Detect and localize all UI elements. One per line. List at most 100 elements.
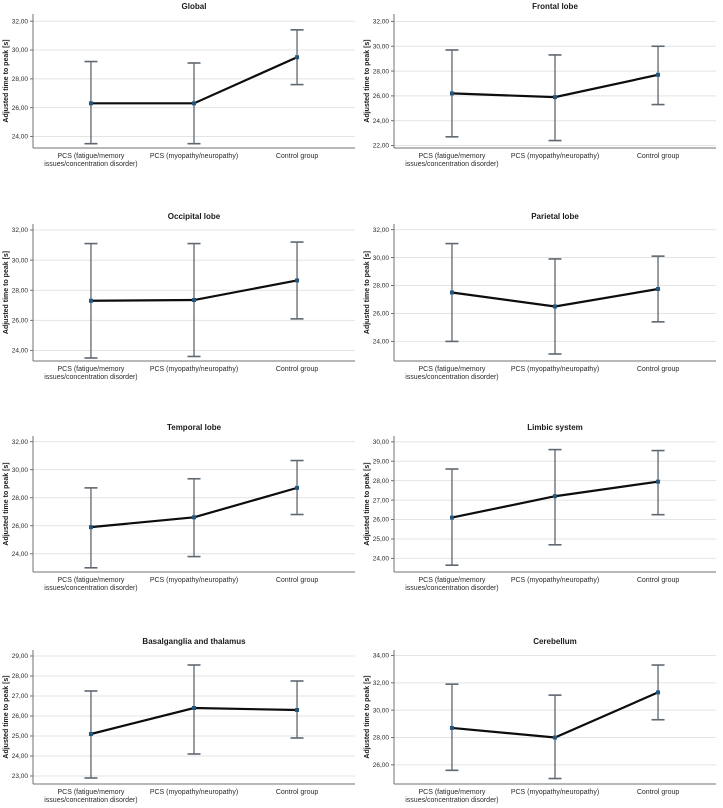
y-tick-label: 25,00 bbox=[373, 536, 390, 543]
chart-panel-frontal-lobe: 22,00 24,00 26,00 28,00 30,00 32,00 Frontal lo… bbox=[361, 0, 723, 200]
data-point-marker bbox=[656, 479, 661, 484]
y-tick-label: 30,00 bbox=[12, 47, 29, 54]
y-tick-label: 22,00 bbox=[373, 143, 390, 150]
data-point-marker bbox=[88, 298, 93, 303]
y-tick-label: 26,00 bbox=[12, 523, 29, 530]
x-tick-label: PCS (myopathy/neuropathy) bbox=[150, 366, 238, 373]
x-tick-label: PCS (fatigue/memory bbox=[57, 366, 124, 373]
x-tick-label: Control group bbox=[637, 153, 680, 160]
data-point-marker bbox=[88, 101, 93, 106]
x-tick-labels: PCS (fatigue/memoryissues/concentration … bbox=[44, 789, 318, 804]
x-tick-label: PCS (fatigue/memory bbox=[57, 789, 124, 796]
chart-title: Temporal lobe bbox=[167, 423, 222, 432]
y-tick-label: 30,00 bbox=[373, 43, 390, 50]
x-tick-label: Control group bbox=[276, 789, 319, 796]
data-point-marker bbox=[553, 735, 557, 740]
x-tick-label: issues/concentration disorder) bbox=[44, 585, 137, 592]
data-points bbox=[449, 287, 661, 309]
data-point-marker bbox=[192, 706, 196, 710]
y-axis-title: Adjusted time to peak [s] bbox=[3, 251, 10, 334]
x-tick-label: issues/concentration disorder) bbox=[44, 374, 137, 381]
data-point-marker bbox=[88, 732, 93, 736]
y-tick-label: 24,00 bbox=[12, 134, 29, 141]
y-tick-label: 28,00 bbox=[12, 287, 29, 294]
data-point-marker bbox=[656, 690, 661, 695]
x-tick-label: Control group bbox=[276, 366, 319, 373]
x-tick-labels: PCS (fatigue/memoryissues/concentration … bbox=[405, 366, 679, 381]
chart-svg-basalganglia-and-thalamus: 23,00 24,00 25,00 26,00 27,00 28,00 29,00 Basal… bbox=[3, 637, 355, 804]
x-tick-label: issues/concentration disorder) bbox=[405, 161, 498, 168]
y-tick-label: 30,00 bbox=[373, 439, 390, 446]
y-tick-label: 32,00 bbox=[373, 680, 390, 687]
chart-panel-occipital-lobe: 24,00 26,00 28,00 30,00 32,00 Occipital lobe A… bbox=[0, 200, 361, 400]
y-axis-title: Adjusted time to peak [s] bbox=[3, 462, 10, 545]
x-tick-label: issues/concentration disorder) bbox=[405, 797, 498, 804]
x-tick-label: PCS (myopathy/neuropathy) bbox=[511, 789, 599, 796]
chart-svg-parietal-lobe: 24,00 26,00 28,00 30,00 32,00 Parietal lobe Ad… bbox=[364, 212, 716, 381]
y-tick-label: 23,00 bbox=[12, 773, 29, 780]
y-tick-label: 26,00 bbox=[12, 318, 29, 325]
chart-svg-cerebellum: 26,00 28,00 30,00 32,00 34,00 Cerebellum Adjus… bbox=[364, 637, 716, 804]
y-tick-labels: 24,00 25,00 26,00 27,00 28,00 29,00 30,00 bbox=[373, 439, 394, 563]
data-points bbox=[88, 278, 300, 303]
data-point-marker bbox=[449, 515, 454, 520]
y-tick-labels: 24,00 26,00 28,00 30,00 32,00 bbox=[12, 227, 33, 355]
y-tick-label: 34,00 bbox=[373, 653, 390, 660]
y-tick-label: 32,00 bbox=[12, 227, 29, 234]
x-tick-label: Control group bbox=[276, 577, 319, 584]
chart-svg-frontal-lobe: 22,00 24,00 26,00 28,00 30,00 32,00 Frontal lo… bbox=[364, 2, 716, 168]
x-tick-label: issues/concentration disorder) bbox=[44, 161, 137, 168]
error-bars bbox=[84, 29, 304, 145]
data-point-marker bbox=[449, 91, 454, 96]
y-tick-label: 28,00 bbox=[373, 735, 390, 742]
error-bars bbox=[84, 664, 304, 779]
y-tick-label: 24,00 bbox=[12, 551, 29, 558]
y-tick-label: 32,00 bbox=[373, 227, 390, 234]
x-tick-labels: PCS (fatigue/memoryissues/concentration … bbox=[405, 789, 679, 804]
y-tick-label: 24,00 bbox=[373, 556, 390, 563]
y-axis-title: Adjusted time to peak [s] bbox=[3, 39, 10, 122]
chart-svg-occipital-lobe: 24,00 26,00 28,00 30,00 32,00 Occipital lobe A… bbox=[3, 212, 355, 381]
data-point-marker bbox=[295, 485, 300, 490]
y-tick-label: 32,00 bbox=[373, 19, 390, 26]
chart-title: Frontal lobe bbox=[532, 2, 578, 11]
x-tick-label: issues/concentration disorder) bbox=[405, 374, 498, 381]
error-bars bbox=[84, 459, 304, 569]
data-point-marker bbox=[295, 55, 300, 60]
chart-panel-parietal-lobe: 24,00 26,00 28,00 30,00 32,00 Parietal lobe Ad… bbox=[361, 200, 723, 400]
error-bars bbox=[445, 448, 665, 566]
y-tick-label: 32,00 bbox=[12, 18, 29, 25]
chart-panel-temporal-lobe: 24,00 26,00 28,00 30,00 32,00 Temporal lobe Ad… bbox=[0, 400, 361, 605]
y-tick-label: 30,00 bbox=[373, 255, 390, 262]
data-point-marker bbox=[656, 72, 661, 77]
data-point-marker bbox=[553, 95, 557, 100]
y-tick-label: 25,00 bbox=[12, 733, 29, 740]
y-tick-labels: 24,00 26,00 28,00 30,00 32,00 bbox=[12, 439, 33, 558]
y-axis-title: Adjusted time to peak [s] bbox=[3, 675, 10, 758]
x-tick-label: Control group bbox=[637, 366, 680, 373]
chart-panel-cerebellum: 26,00 28,00 30,00 32,00 34,00 Cerebellum Adjus… bbox=[361, 605, 723, 808]
y-axis-title: Adjusted time to peak [s] bbox=[364, 675, 371, 758]
y-tick-label: 30,00 bbox=[373, 707, 390, 714]
y-axis-title: Adjusted time to peak [s] bbox=[364, 251, 371, 334]
data-points bbox=[88, 55, 300, 106]
y-tick-labels: 23,00 24,00 25,00 26,00 27,00 28,00 29,00 bbox=[12, 653, 33, 780]
data-point-marker bbox=[295, 708, 300, 712]
error-bars bbox=[445, 664, 665, 780]
data-points bbox=[449, 72, 661, 100]
y-tick-label: 24,00 bbox=[373, 118, 390, 125]
data-point-marker bbox=[656, 287, 661, 292]
y-tick-label: 26,00 bbox=[12, 105, 29, 112]
data-point-marker bbox=[88, 525, 93, 530]
data-points bbox=[88, 706, 300, 736]
y-tick-labels: 26,00 28,00 30,00 32,00 34,00 bbox=[373, 653, 394, 769]
y-tick-label: 27,00 bbox=[373, 497, 390, 504]
data-point-marker bbox=[295, 278, 300, 283]
y-tick-labels: 22,00 24,00 26,00 28,00 30,00 32,00 bbox=[373, 19, 394, 150]
chart-svg-global: 24,00 26,00 28,00 30,00 32,00 Global Adjusted … bbox=[3, 2, 355, 168]
y-tick-label: 28,00 bbox=[12, 76, 29, 83]
x-tick-label: issues/concentration disorder) bbox=[405, 585, 498, 592]
x-tick-label: PCS (fatigue/memory bbox=[57, 577, 124, 584]
x-tick-label: Control group bbox=[637, 789, 680, 796]
